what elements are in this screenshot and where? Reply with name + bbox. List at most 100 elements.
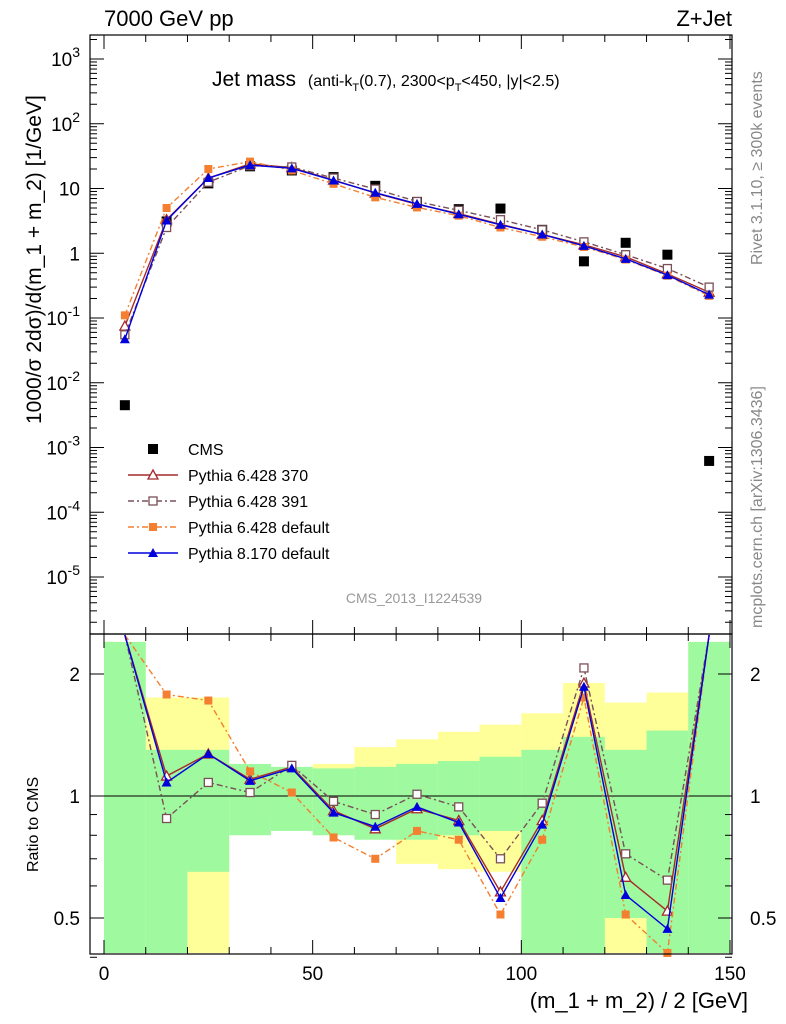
main-y-tick-label: 10 <box>59 180 80 201</box>
main-frame <box>89 34 733 635</box>
ratio-data-point <box>245 787 255 798</box>
ratio-data-point <box>662 875 673 885</box>
main-data-point <box>161 215 172 225</box>
ratio-data-point <box>370 809 380 820</box>
legend-entry-2: Pythia 6.428 391 <box>128 494 308 511</box>
main-data-point <box>119 400 130 411</box>
ratio-data-point <box>412 801 422 811</box>
main-series-group <box>118 157 716 466</box>
ratio-band-inner <box>479 756 522 831</box>
ratio-data-point <box>413 826 421 835</box>
x-tick-label: 150 <box>714 964 746 985</box>
main-y-tick-label: 10-3 <box>46 433 80 460</box>
main-data-point <box>662 270 673 280</box>
main-data-point <box>371 193 380 202</box>
legend-label: Pythia 6.428 391 <box>188 494 308 511</box>
ratio-data-point <box>203 777 213 788</box>
ratio-data-point <box>328 796 339 807</box>
ratio-y-tick-label-left: 2 <box>69 665 80 686</box>
main-data-point <box>495 203 506 214</box>
main-data-point <box>495 219 506 229</box>
ratio-band-inner <box>688 641 730 953</box>
main-data-point <box>704 455 715 466</box>
ratio-data-point <box>495 893 506 903</box>
ratio-data-point <box>578 681 589 691</box>
ratio-data-point <box>370 821 381 831</box>
main-data-point <box>162 203 171 212</box>
ratio-series-2 <box>124 634 710 957</box>
ratio-data-point <box>412 789 422 799</box>
main-data-point <box>620 237 631 248</box>
main-y-tick-label: 103 <box>51 44 80 71</box>
main-data-point <box>245 160 256 170</box>
ratio-data-point <box>245 775 256 785</box>
legend-label: Pythia 6.428 default <box>188 520 330 537</box>
ratio-band-inner <box>563 736 605 953</box>
x-tick-label: 0 <box>99 964 110 985</box>
ratio-data-point <box>620 889 631 899</box>
main-series-4 <box>119 160 715 344</box>
ratio-data-point <box>286 763 297 773</box>
main-data-point <box>203 173 214 183</box>
ratio-data-point <box>454 835 463 844</box>
ratio-band-inner <box>521 749 564 953</box>
main-data-point <box>120 311 129 320</box>
ratio-series-3 <box>124 634 710 933</box>
main-data-point <box>453 209 464 219</box>
main-data-point <box>620 253 631 263</box>
legend: CMS Pythia 6.428 370 Pythia 6.428 391 Pythi… <box>128 442 330 563</box>
main-y-tick-label: 102 <box>51 109 80 136</box>
title-main: Jet mass <box>212 68 296 91</box>
legend-label: Pythia 6.428 370 <box>188 468 308 485</box>
ratio-data-point <box>579 663 589 673</box>
x-tick-label: 50 <box>302 964 323 985</box>
legend-entry-0: CMS <box>148 442 224 459</box>
chart-title: Jet mass (anti-kT(0.7), 2300<pT<450, |y|… <box>212 68 560 94</box>
main-data-point <box>537 229 548 239</box>
ratio-data-point <box>621 849 631 859</box>
ratio-data-point <box>621 910 630 919</box>
x-tick-label: 100 <box>505 964 537 985</box>
ratio-data-point <box>161 777 172 787</box>
ratio-data-point <box>453 817 464 827</box>
main-data-point <box>662 249 673 260</box>
ratio-data-point <box>579 693 588 702</box>
main-y-tick-label: 10-4 <box>46 497 80 524</box>
ratio-data-point <box>454 802 464 812</box>
header-left: 7000 GeV pp <box>104 6 234 31</box>
ratio-ylabel: Ratio to CMS <box>25 777 42 872</box>
legend-marker <box>146 468 160 480</box>
main-data-point <box>704 289 715 299</box>
legend-marker <box>148 496 158 506</box>
ratio-data-point <box>663 949 672 957</box>
ratio-band-inner <box>187 749 230 872</box>
main-data-point <box>578 256 589 267</box>
main-data-point <box>370 187 381 197</box>
legend-marker <box>148 548 158 557</box>
ratio-data-point <box>161 813 172 824</box>
main-data-point <box>328 175 339 185</box>
ratio-data-point <box>537 819 548 829</box>
main-y-tick-label: 10-2 <box>46 368 80 395</box>
main-data-point <box>578 240 589 250</box>
legend-marker <box>149 523 157 531</box>
ratio-band-inner <box>646 730 689 953</box>
ratio-data-point <box>496 910 505 919</box>
analysis-id: CMS_2013_I1224539 <box>346 590 482 606</box>
ratio-data-point <box>537 798 547 808</box>
ratio-frame <box>89 633 733 955</box>
ratio-data-point <box>204 696 213 705</box>
rivet-label: Rivet 3.1.10, ≥ 300k events <box>749 71 766 265</box>
main-y-tick-label: 10-1 <box>46 303 80 330</box>
main-y-tick-label: 10-5 <box>46 562 80 589</box>
ratio-series-1 <box>124 634 710 885</box>
ratio-y-tick-label-right: 2 <box>750 665 761 686</box>
main-data-point <box>204 165 213 174</box>
mcplots-label: mcplots.cern.ch [arXiv:1306.3436] <box>749 386 766 628</box>
header-right: Z+Jet <box>676 6 732 31</box>
legend-label: CMS <box>188 442 224 459</box>
ratio-data-point <box>495 854 506 864</box>
ratio-data-point <box>538 835 547 844</box>
legend-entry-4: Pythia 8.170 default <box>128 546 330 563</box>
